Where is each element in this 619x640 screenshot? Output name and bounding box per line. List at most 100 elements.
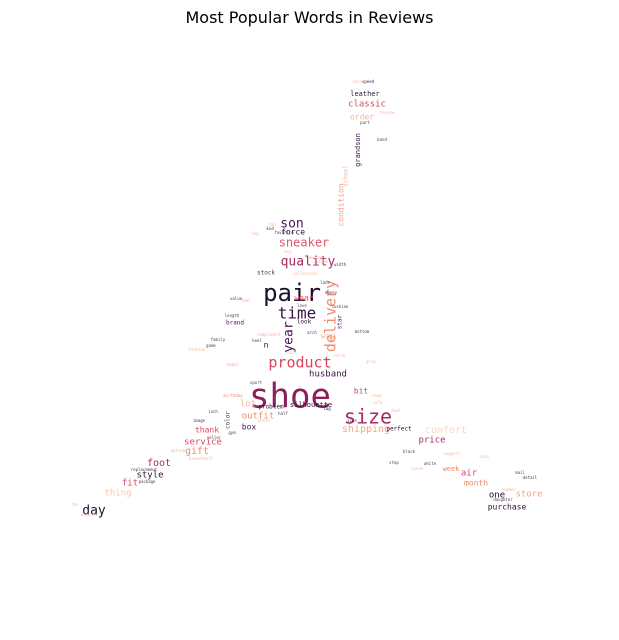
word-force: force: [281, 228, 305, 237]
word-inch: inch: [208, 409, 218, 414]
word-basketball: basketball: [189, 456, 214, 461]
word-cushion: cushion: [332, 304, 349, 309]
word-part: part: [360, 120, 370, 125]
word-seller: seller: [207, 435, 222, 440]
word-day: day: [82, 504, 106, 519]
word-star: star: [337, 314, 344, 329]
word-compliment: compliment: [257, 332, 282, 337]
word-stock: stock: [257, 270, 275, 277]
word-service: service: [184, 438, 222, 448]
word-problem: problem: [258, 404, 284, 411]
word-style: style: [136, 471, 163, 481]
word-heel: heel: [252, 338, 262, 343]
word-step: step: [389, 460, 399, 465]
word-lace: lace: [320, 280, 330, 285]
word-husband: husband: [309, 370, 347, 380]
word-design: design: [309, 255, 324, 260]
word-purchase: purchase: [488, 503, 527, 512]
word-retro: retro: [333, 353, 346, 358]
word-option: option: [171, 448, 186, 453]
word-band: band: [377, 137, 387, 142]
word-half: half: [278, 411, 288, 416]
word-family: family: [211, 337, 226, 342]
word-comfort: comfort: [425, 425, 467, 436]
chart-title: Most Popular Words in Reviews: [185, 8, 434, 27]
word-issue: issue: [411, 466, 424, 471]
word-model: model: [227, 362, 240, 367]
word-gift: gift: [185, 446, 209, 457]
word-image: image: [193, 418, 206, 423]
word-quality: quality: [281, 255, 336, 270]
word-perfect: perfect: [386, 426, 412, 433]
word-thank: thank: [195, 426, 219, 435]
word-game: game: [206, 343, 216, 348]
word-money: money: [325, 290, 338, 295]
word-replacement: replacement: [131, 467, 158, 472]
word-value: value: [230, 296, 243, 301]
word-top: top: [251, 231, 259, 236]
word-hoop: hoop: [372, 393, 382, 398]
word-silhouette: silhouette: [290, 401, 332, 409]
word-wear: wear: [294, 294, 313, 303]
word-brand: brand: [226, 320, 244, 327]
word-review: review: [380, 110, 395, 115]
word-n: n: [264, 341, 269, 350]
word-white: white: [424, 461, 437, 466]
word-length: length: [225, 313, 240, 318]
word-bottom: bottom: [355, 329, 370, 334]
word-court: court: [285, 350, 298, 355]
word-fashion: fashion: [189, 347, 206, 352]
word-feel: feel: [241, 298, 251, 303]
word-sport: sport: [250, 380, 263, 385]
word-shoe: shoe: [249, 377, 331, 417]
word-fan: fan: [268, 222, 276, 227]
word-order: order: [350, 113, 374, 122]
word-mail: mail: [515, 470, 525, 475]
word-bit: bit: [354, 387, 369, 396]
word-daughter: daughter: [493, 497, 513, 502]
word-lot: lot: [240, 400, 256, 410]
word-grip: grip: [366, 359, 376, 364]
word-deal: deal: [391, 408, 401, 413]
word-product: product: [268, 354, 331, 372]
word-sneaker: sneaker: [279, 236, 330, 250]
word-boy: boy: [284, 249, 292, 254]
word-kid: kid: [266, 226, 274, 231]
word-outfit: outfit: [242, 412, 275, 422]
word-way: way: [321, 332, 336, 341]
word-pair: pair: [263, 279, 321, 307]
word-side: side: [347, 418, 357, 423]
word-leather: leather: [350, 90, 380, 98]
word-gym: gym: [228, 430, 236, 435]
word-speed: speed: [362, 79, 375, 84]
word-arch: arch: [307, 330, 317, 335]
word-package: package: [139, 479, 156, 484]
word-shipping: shipping: [342, 424, 390, 435]
word-price: price: [418, 436, 445, 446]
word-support: support: [444, 451, 461, 456]
word-condition: condition: [337, 183, 346, 227]
word-summer: summer: [502, 487, 517, 492]
word-thing: thing: [104, 489, 131, 499]
word-box: box: [242, 423, 257, 432]
word-week: week: [443, 465, 461, 473]
word-look: look: [297, 319, 312, 326]
word-air: air: [461, 469, 478, 479]
word-time: time: [278, 304, 317, 323]
word-foot: foot: [147, 458, 171, 469]
word-size: size: [344, 405, 392, 429]
word-width: width: [334, 262, 347, 267]
word-jordan: Jordan: [314, 259, 329, 264]
word-month: month: [464, 479, 488, 488]
word-picture: picture: [81, 512, 98, 517]
word-birthday: birthday: [223, 393, 243, 398]
word-tag: tag: [323, 406, 331, 411]
word-wife: wife: [373, 400, 383, 405]
word-detail: detail: [523, 475, 538, 480]
word-love: love: [297, 303, 307, 308]
word-photo: photo: [258, 418, 271, 423]
word-color: color: [225, 411, 232, 429]
word-son: son: [280, 217, 303, 232]
word-school: school: [343, 165, 350, 187]
